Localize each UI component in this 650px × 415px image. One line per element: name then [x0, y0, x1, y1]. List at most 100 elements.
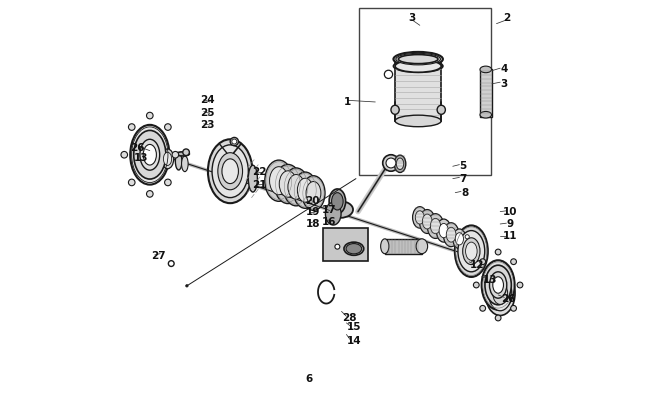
Circle shape: [183, 149, 189, 156]
Text: 19: 19: [306, 208, 320, 217]
Ellipse shape: [439, 223, 448, 238]
Ellipse shape: [453, 229, 466, 249]
Ellipse shape: [430, 218, 441, 234]
Ellipse shape: [274, 164, 302, 204]
Circle shape: [146, 190, 153, 197]
Text: 5: 5: [460, 161, 467, 171]
Ellipse shape: [328, 201, 353, 218]
Text: 20: 20: [306, 196, 320, 206]
Circle shape: [511, 305, 517, 311]
Ellipse shape: [463, 238, 480, 265]
Ellipse shape: [280, 171, 296, 197]
Ellipse shape: [395, 115, 441, 127]
Ellipse shape: [212, 145, 248, 198]
Text: 14: 14: [346, 337, 361, 347]
Ellipse shape: [346, 244, 361, 254]
Text: 15: 15: [346, 322, 361, 332]
Bar: [359, 7, 491, 175]
Circle shape: [186, 285, 188, 287]
Ellipse shape: [493, 277, 504, 293]
Circle shape: [511, 259, 517, 265]
Ellipse shape: [458, 231, 485, 272]
Circle shape: [146, 112, 153, 119]
Bar: [323, 228, 369, 261]
Ellipse shape: [130, 125, 170, 185]
Bar: [385, 239, 422, 254]
Circle shape: [232, 139, 237, 144]
Ellipse shape: [176, 152, 189, 156]
Text: 3: 3: [500, 79, 508, 89]
Ellipse shape: [332, 193, 343, 210]
Text: 27: 27: [151, 251, 165, 261]
Ellipse shape: [391, 105, 399, 115]
Ellipse shape: [298, 178, 313, 202]
Ellipse shape: [419, 210, 435, 234]
Ellipse shape: [161, 149, 174, 169]
Circle shape: [164, 179, 171, 186]
Ellipse shape: [415, 211, 424, 224]
Ellipse shape: [398, 54, 438, 63]
Ellipse shape: [181, 156, 188, 172]
Ellipse shape: [396, 54, 441, 65]
Ellipse shape: [163, 152, 172, 166]
Ellipse shape: [288, 175, 304, 199]
Text: 13: 13: [135, 153, 149, 163]
Circle shape: [386, 158, 396, 168]
Ellipse shape: [329, 189, 346, 214]
Ellipse shape: [326, 203, 341, 225]
Circle shape: [121, 151, 127, 158]
Text: 11: 11: [502, 231, 517, 242]
Ellipse shape: [393, 60, 443, 72]
Circle shape: [480, 259, 486, 265]
Text: 21: 21: [252, 180, 266, 190]
Ellipse shape: [218, 153, 242, 190]
Text: 10: 10: [502, 207, 517, 217]
Text: 17: 17: [322, 205, 337, 215]
Text: 24: 24: [200, 95, 215, 105]
Bar: [480, 69, 491, 117]
Text: 18: 18: [306, 219, 320, 229]
Ellipse shape: [489, 276, 512, 311]
Ellipse shape: [306, 181, 321, 205]
Circle shape: [129, 124, 135, 130]
Ellipse shape: [248, 165, 257, 192]
Circle shape: [230, 137, 239, 146]
Ellipse shape: [437, 105, 445, 115]
Text: 12: 12: [470, 260, 485, 270]
Ellipse shape: [302, 176, 325, 210]
Ellipse shape: [493, 282, 508, 304]
Ellipse shape: [396, 158, 404, 170]
Ellipse shape: [436, 219, 451, 242]
Ellipse shape: [455, 225, 488, 277]
Bar: [395, 57, 441, 121]
Circle shape: [495, 315, 501, 321]
Ellipse shape: [443, 223, 459, 247]
Text: 25: 25: [200, 107, 214, 118]
Circle shape: [172, 151, 179, 158]
Text: 16: 16: [322, 217, 336, 227]
Circle shape: [129, 179, 135, 186]
Text: 23: 23: [200, 120, 214, 130]
Circle shape: [473, 282, 479, 288]
Ellipse shape: [395, 155, 406, 173]
Ellipse shape: [480, 112, 491, 118]
Ellipse shape: [422, 214, 432, 229]
Ellipse shape: [344, 242, 364, 255]
Circle shape: [465, 235, 469, 239]
Ellipse shape: [265, 160, 293, 201]
Text: 22: 22: [252, 168, 266, 178]
Text: 1: 1: [344, 98, 351, 107]
Ellipse shape: [293, 172, 317, 208]
Text: 26: 26: [501, 294, 515, 304]
Ellipse shape: [176, 153, 182, 170]
Text: 13: 13: [483, 275, 497, 285]
Ellipse shape: [465, 242, 477, 260]
Circle shape: [495, 249, 501, 255]
Ellipse shape: [489, 272, 507, 298]
Ellipse shape: [427, 214, 444, 238]
Text: 9: 9: [506, 219, 514, 229]
Ellipse shape: [270, 167, 288, 195]
Text: 28: 28: [343, 313, 357, 323]
Circle shape: [164, 124, 171, 130]
Text: 26: 26: [130, 143, 145, 153]
